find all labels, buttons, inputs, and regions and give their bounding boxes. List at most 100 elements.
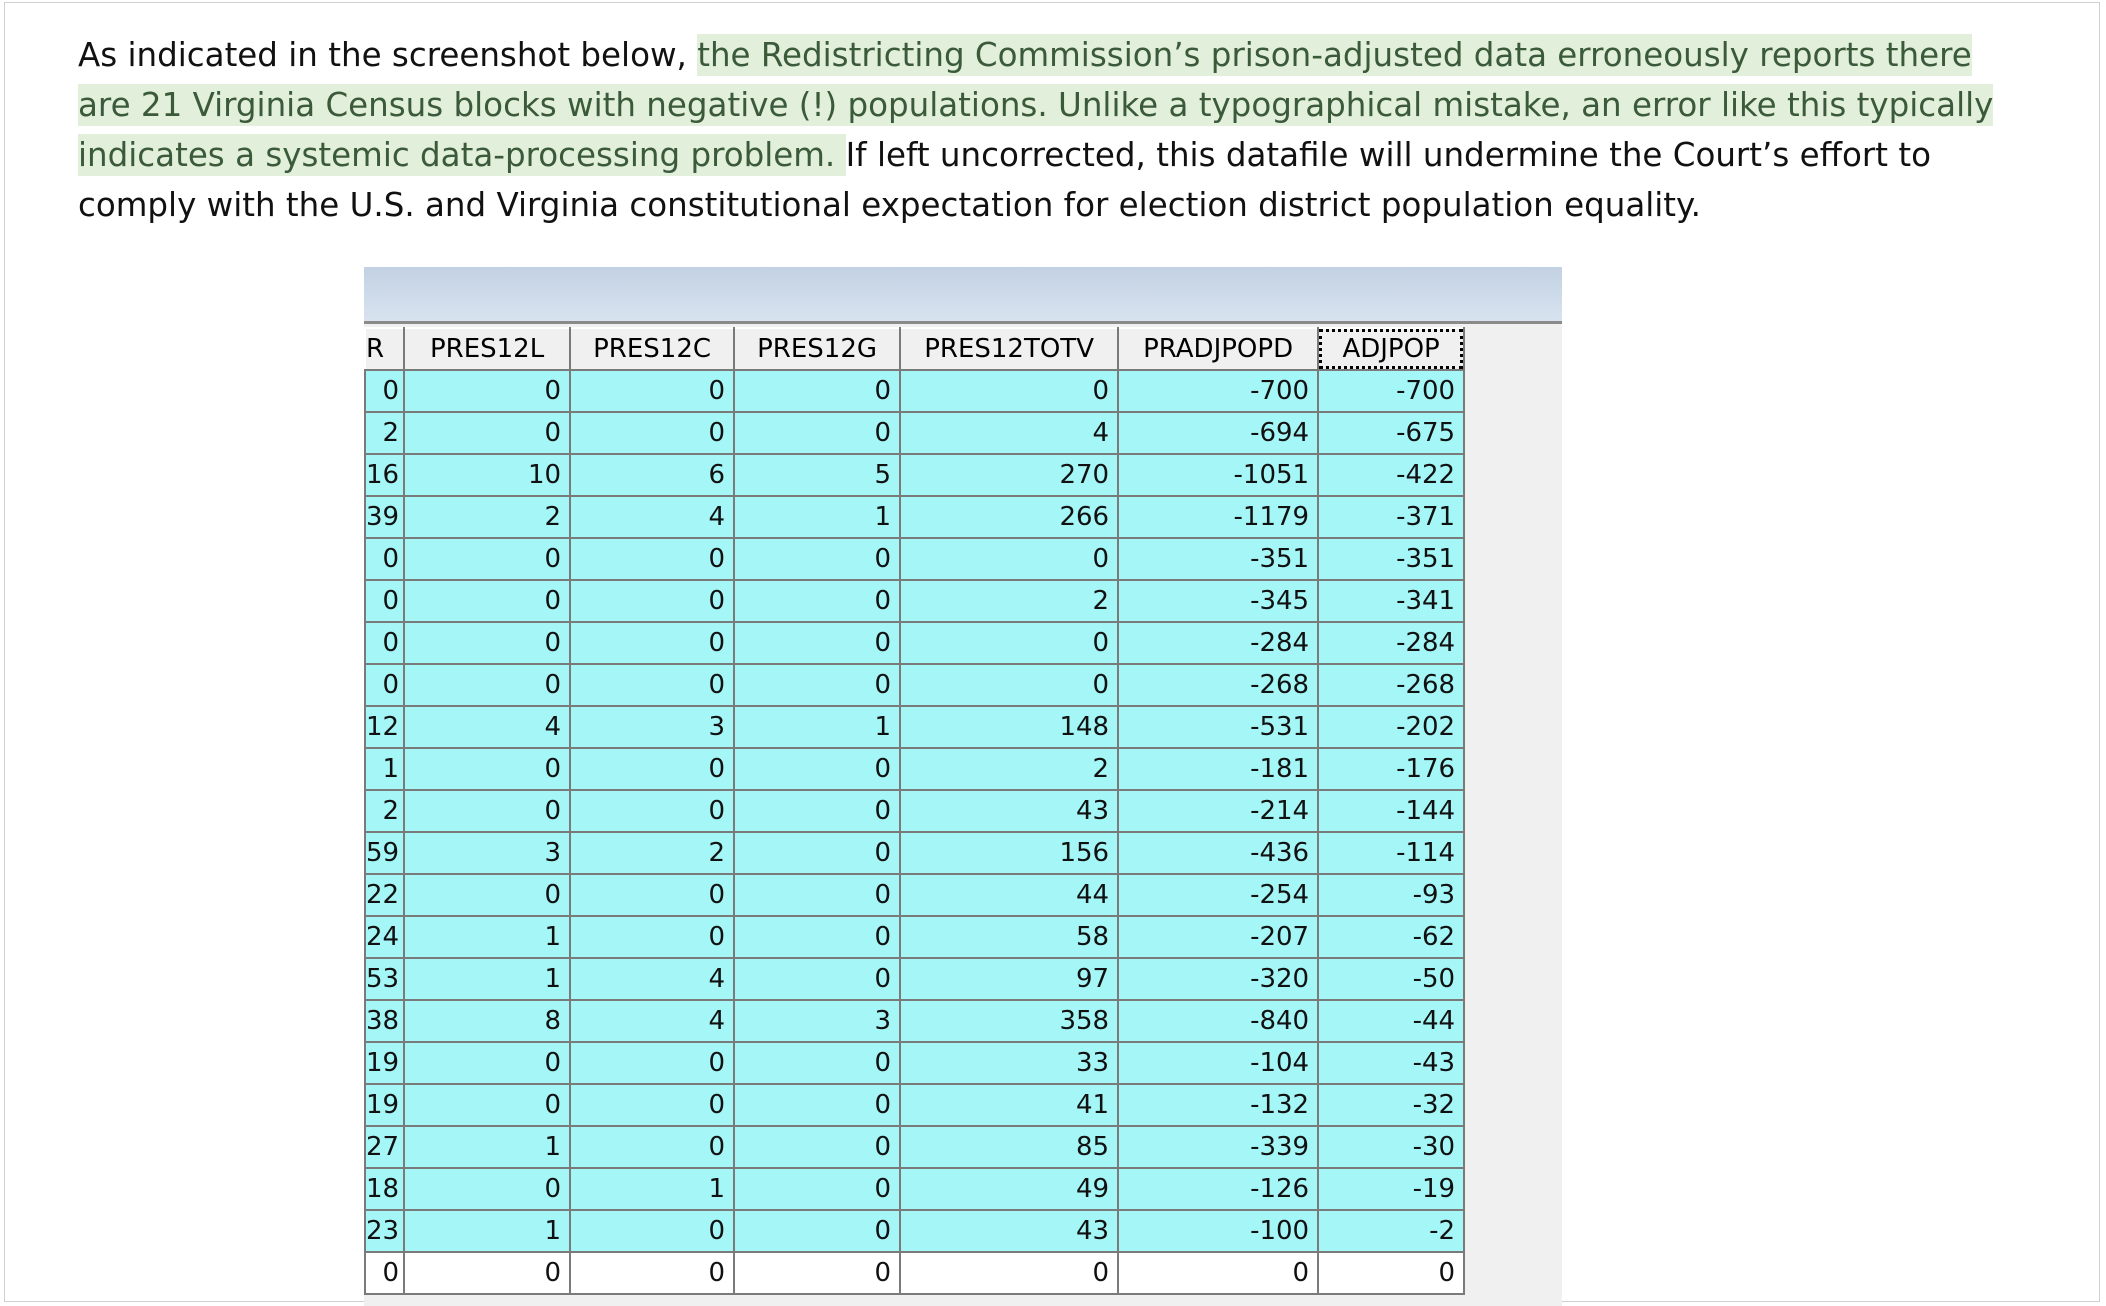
table-cell[interactable]: 0 — [733, 579, 902, 623]
table-cell[interactable]: -19 — [1317, 1167, 1466, 1211]
table-cell[interactable]: 41 — [899, 1083, 1120, 1127]
table-row[interactable]: 2 0 0 0 4 -694 -675 — [364, 411, 1466, 455]
table-cell[interactable]: 0 — [733, 1167, 902, 1211]
table-cell[interactable]: -268 — [1117, 663, 1320, 707]
table-cell[interactable]: 0 — [403, 789, 572, 833]
table-cell[interactable]: 358 — [899, 999, 1120, 1043]
table-cell[interactable]: -214 — [1117, 789, 1320, 833]
table-cell[interactable]: 6 — [569, 453, 736, 497]
table-cell[interactable]: 0 — [733, 1083, 902, 1127]
table-cell[interactable]: 0 — [403, 621, 572, 665]
table-cell[interactable]: 0 — [569, 1041, 736, 1085]
table-cell[interactable]: -320 — [1117, 957, 1320, 1001]
table-cell[interactable]: -284 — [1117, 621, 1320, 665]
table-cell[interactable]: -44 — [1317, 999, 1466, 1043]
table-cell[interactable]: -351 — [1117, 537, 1320, 581]
table-cell[interactable]: 18 — [364, 1167, 406, 1211]
table-cell[interactable]: 0 — [569, 411, 736, 455]
table-row[interactable]: 12 4 3 1 148 -531 -202 — [364, 705, 1466, 749]
table-cell[interactable]: -104 — [1117, 1041, 1320, 1085]
table-cell[interactable]: 44 — [899, 873, 1120, 917]
table-cell[interactable]: 39 — [364, 495, 406, 539]
table-cell[interactable]: 0 — [899, 369, 1120, 413]
table-cell[interactable]: -176 — [1317, 747, 1466, 791]
table-cell[interactable]: -700 — [1117, 369, 1320, 413]
table-cell[interactable]: -43 — [1317, 1041, 1466, 1085]
table-row[interactable]: 2 0 0 0 43 -214 -144 — [364, 789, 1466, 833]
table-cell[interactable]: -345 — [1117, 579, 1320, 623]
table-cell[interactable]: 27 — [364, 1125, 406, 1169]
table-cell[interactable]: 0 — [733, 1209, 902, 1253]
table-cell[interactable]: 3 — [403, 831, 572, 875]
table-cell[interactable]: 0 — [569, 1083, 736, 1127]
table-cell[interactable]: 0 — [364, 663, 406, 707]
table-cell[interactable]: 156 — [899, 831, 1120, 875]
table-cell[interactable]: 1 — [403, 1209, 572, 1253]
table-cell[interactable]: 33 — [899, 1041, 1120, 1085]
column-header-pres12l[interactable]: PRES12L — [403, 327, 572, 371]
table-cell[interactable]: 0 — [733, 411, 902, 455]
column-header-pres12g[interactable]: PRES12G — [733, 327, 902, 371]
table-row[interactable]: 39 2 4 1 266 -1179 -371 — [364, 495, 1466, 539]
table-cell[interactable]: 3 — [569, 705, 736, 749]
table-row[interactable]: 38 8 4 3 358 -840 -44 — [364, 999, 1466, 1043]
table-cell[interactable]: 0 — [569, 537, 736, 581]
table-cell[interactable]: -694 — [1117, 411, 1320, 455]
table-cell[interactable]: 0 — [569, 789, 736, 833]
table-cell[interactable]: 0 — [403, 1083, 572, 1127]
table-cell[interactable]: -422 — [1317, 453, 1466, 497]
table-row[interactable]: 18 0 1 0 49 -126 -19 — [364, 1167, 1466, 1211]
table-cell[interactable]: 270 — [899, 453, 1120, 497]
table-row[interactable]: 0 0 0 0 0 -700 -700 — [364, 369, 1466, 413]
table-cell[interactable]: 0 — [403, 663, 572, 707]
table-cell[interactable]: -371 — [1317, 495, 1466, 539]
table-cell[interactable]: 0 — [403, 1251, 572, 1295]
table-cell[interactable]: 1 — [733, 495, 902, 539]
table-cell[interactable]: 0 — [899, 1251, 1120, 1295]
table-cell[interactable]: 38 — [364, 999, 406, 1043]
table-cell[interactable]: 2 — [364, 789, 406, 833]
table-row[interactable]: 0 0 0 0 2 -345 -341 — [364, 579, 1466, 623]
table-cell[interactable]: 43 — [899, 789, 1120, 833]
table-cell[interactable]: 0 — [403, 1041, 572, 1085]
table-cell[interactable]: 0 — [569, 1125, 736, 1169]
table-cell[interactable]: -50 — [1317, 957, 1466, 1001]
table-row[interactable]: 59 3 2 0 156 -436 -114 — [364, 831, 1466, 875]
table-cell[interactable]: -32 — [1317, 1083, 1466, 1127]
table-cell[interactable]: 0 — [733, 1125, 902, 1169]
table-cell[interactable]: 2 — [569, 831, 736, 875]
table-cell[interactable]: 0 — [733, 663, 902, 707]
table-row[interactable]: 23 1 0 0 43 -100 -2 — [364, 1209, 1466, 1253]
table-row[interactable]: 0 0 0 0 0 -351 -351 — [364, 537, 1466, 581]
table-cell[interactable]: -93 — [1317, 873, 1466, 917]
table-cell[interactable]: -284 — [1317, 621, 1466, 665]
table-cell[interactable]: 0 — [403, 579, 572, 623]
table-cell[interactable]: 0 — [569, 915, 736, 959]
table-cell[interactable]: 0 — [733, 789, 902, 833]
table-cell[interactable]: 0 — [569, 747, 736, 791]
column-header-r[interactable]: R — [364, 327, 406, 371]
table-cell[interactable]: -202 — [1317, 705, 1466, 749]
table-cell[interactable]: 0 — [403, 537, 572, 581]
table-cell[interactable]: 19 — [364, 1041, 406, 1085]
table-cell[interactable]: 0 — [733, 621, 902, 665]
table-cell[interactable]: 0 — [733, 369, 902, 413]
table-cell[interactable]: 4 — [899, 411, 1120, 455]
table-cell[interactable]: 4 — [569, 999, 736, 1043]
table-cell[interactable]: -351 — [1317, 537, 1466, 581]
table-cell[interactable]: 0 — [569, 873, 736, 917]
table-row[interactable]: 19 0 0 0 33 -104 -43 — [364, 1041, 1466, 1085]
table-cell[interactable]: -675 — [1317, 411, 1466, 455]
table-row[interactable]: 16 10 6 5 270 -1051 -422 — [364, 453, 1466, 497]
table-cell[interactable]: 0 — [403, 411, 572, 455]
table-cell[interactable]: -181 — [1117, 747, 1320, 791]
table-cell[interactable]: 23 — [364, 1209, 406, 1253]
table-cell[interactable]: 0 — [403, 747, 572, 791]
table-cell[interactable]: 0 — [364, 621, 406, 665]
column-header-pres12c[interactable]: PRES12C — [569, 327, 736, 371]
table-cell[interactable]: 0 — [733, 957, 902, 1001]
table-cell[interactable]: 0 — [1317, 1251, 1466, 1295]
table-cell[interactable]: 85 — [899, 1125, 1120, 1169]
table-cell[interactable]: 5 — [733, 453, 902, 497]
